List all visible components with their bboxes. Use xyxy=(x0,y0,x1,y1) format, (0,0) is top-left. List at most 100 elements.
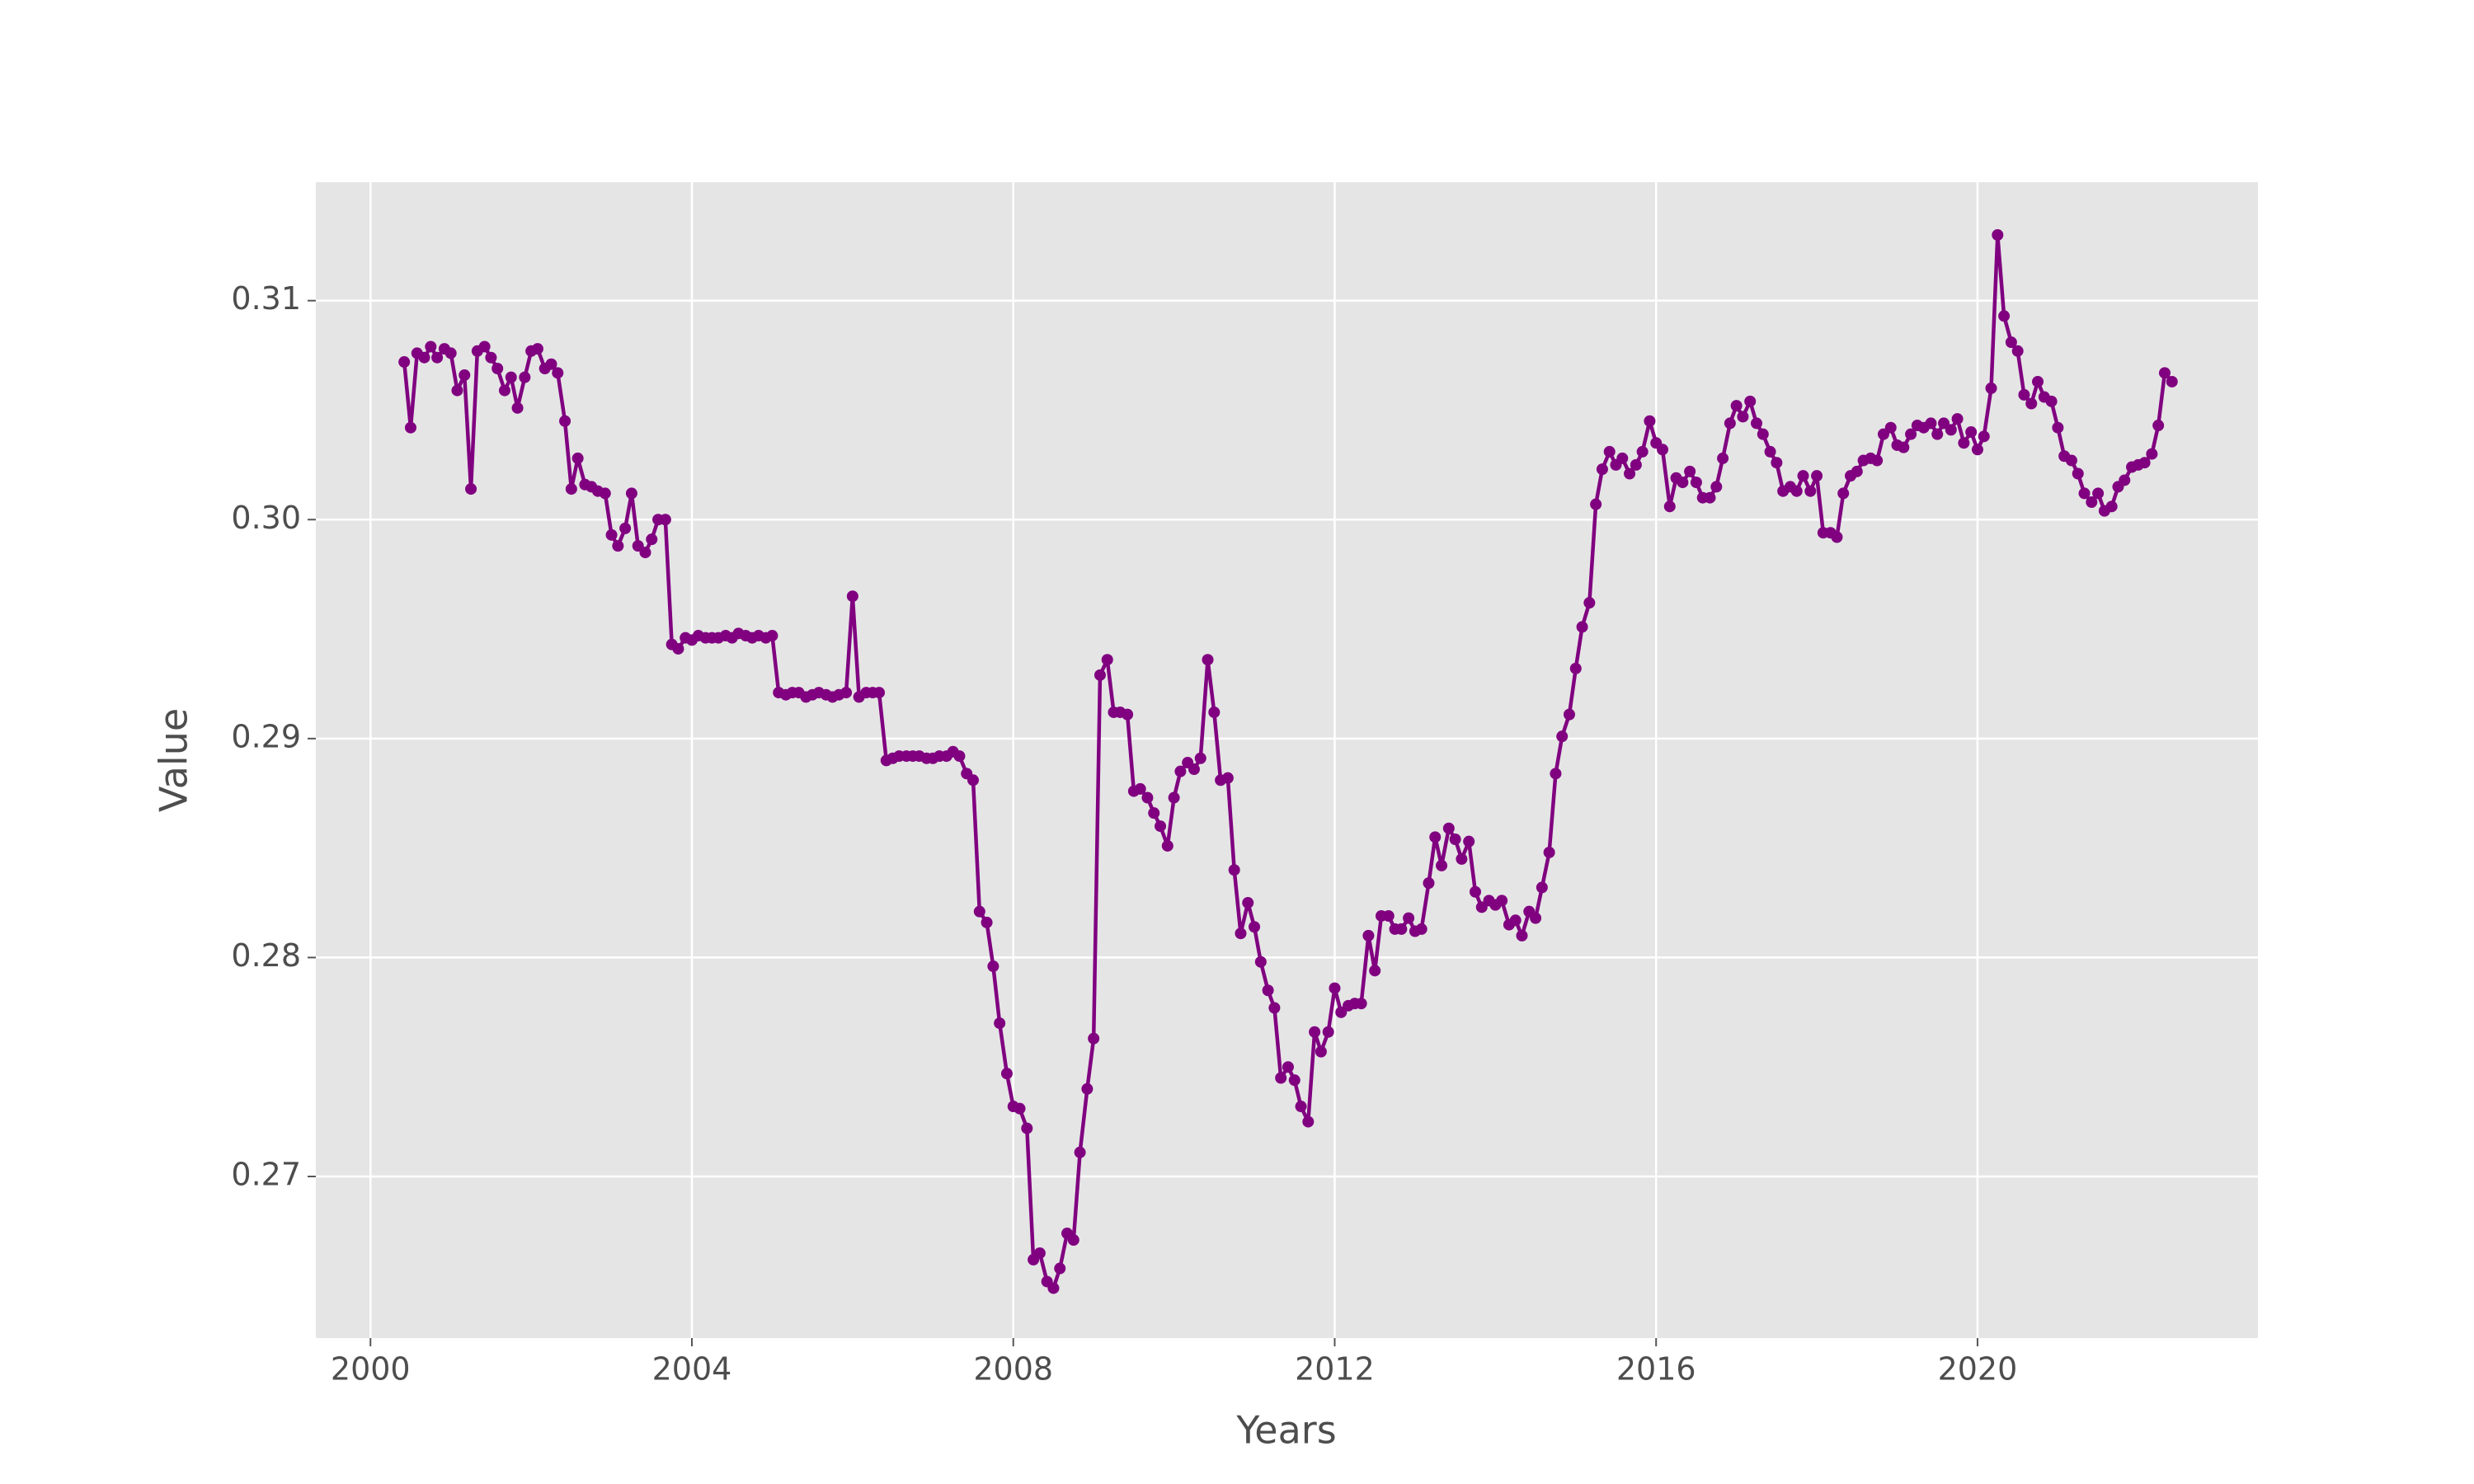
point xyxy=(1254,956,1267,968)
point xyxy=(1141,791,1154,804)
point xyxy=(1925,417,1937,430)
point xyxy=(2092,487,2105,500)
point xyxy=(1569,662,1582,674)
point xyxy=(1322,1026,1334,1038)
x-tick-label: 2008 xyxy=(973,1351,1053,1388)
point xyxy=(1710,481,1723,493)
point xyxy=(1262,984,1274,997)
point xyxy=(1590,498,1602,510)
point xyxy=(672,642,684,655)
point xyxy=(1971,444,1983,456)
point xyxy=(425,340,437,353)
point xyxy=(605,528,618,541)
y-tick-label: 0.31 xyxy=(231,280,301,317)
point xyxy=(2025,397,2038,410)
point xyxy=(1717,452,1729,464)
point xyxy=(1369,965,1381,977)
point xyxy=(1088,1032,1100,1045)
point xyxy=(1550,768,1562,780)
point xyxy=(1355,998,1367,1010)
point xyxy=(1636,445,1649,458)
point xyxy=(1067,1234,1079,1247)
point xyxy=(1122,708,1134,721)
point xyxy=(2011,345,2024,357)
point xyxy=(431,351,444,364)
point xyxy=(2152,420,2165,432)
point xyxy=(1403,912,1415,924)
plot-area xyxy=(316,182,2258,1338)
point xyxy=(1737,411,1749,423)
point xyxy=(1992,229,2004,242)
point xyxy=(1543,846,1555,858)
point xyxy=(451,384,463,397)
point xyxy=(1530,912,1542,924)
point xyxy=(987,960,999,973)
point xyxy=(973,905,985,918)
point xyxy=(1362,929,1375,942)
y-axis-label: Value xyxy=(152,708,196,812)
y-tick-label: 0.28 xyxy=(231,937,301,974)
point xyxy=(1415,923,1427,935)
point xyxy=(1945,424,1957,436)
point xyxy=(1804,485,1817,497)
point xyxy=(1033,1247,1046,1259)
point xyxy=(1677,477,1689,489)
point xyxy=(1074,1146,1086,1158)
y-tick-label: 0.29 xyxy=(231,718,301,754)
x-axis-label: Years xyxy=(1235,1408,1336,1453)
point xyxy=(565,483,577,495)
point xyxy=(846,590,858,603)
point xyxy=(1302,1115,1315,1128)
point xyxy=(1429,831,1442,843)
point xyxy=(1228,864,1240,876)
point xyxy=(1898,441,1910,453)
point xyxy=(2158,367,2171,379)
point xyxy=(1282,1061,1294,1073)
point xyxy=(619,522,632,534)
point xyxy=(1456,852,1468,865)
point xyxy=(873,687,886,699)
point xyxy=(1268,1002,1281,1014)
point xyxy=(1663,500,1676,513)
x-tick-label: 2012 xyxy=(1295,1351,1375,1388)
point xyxy=(1884,421,1897,434)
point xyxy=(1596,463,1608,476)
point xyxy=(1690,477,1702,489)
x-tick-label: 2004 xyxy=(652,1351,732,1388)
point xyxy=(492,363,504,375)
point xyxy=(1797,470,1809,482)
point xyxy=(2078,487,2091,500)
point xyxy=(2052,421,2064,434)
point xyxy=(981,916,993,928)
point xyxy=(994,1017,1006,1030)
point xyxy=(2032,375,2044,387)
point xyxy=(1423,877,1435,890)
point xyxy=(1751,417,1763,430)
point xyxy=(1509,914,1522,927)
point xyxy=(1188,763,1200,776)
point xyxy=(2105,500,2118,513)
point xyxy=(1021,1122,1033,1134)
point xyxy=(1757,428,1769,440)
point xyxy=(2086,496,2098,509)
y-tick-label: 0.30 xyxy=(231,500,301,536)
point xyxy=(1630,458,1642,471)
point xyxy=(1837,487,1850,500)
point xyxy=(625,487,637,500)
point xyxy=(1221,772,1234,784)
point xyxy=(2018,388,2030,401)
point xyxy=(2119,474,2131,486)
point xyxy=(1616,452,1629,464)
point xyxy=(1536,881,1548,894)
point xyxy=(1161,839,1174,852)
point xyxy=(1764,445,1776,458)
point xyxy=(840,687,853,699)
point xyxy=(2005,336,2017,349)
point xyxy=(511,402,524,414)
point xyxy=(1556,730,1569,743)
point xyxy=(1202,654,1214,666)
point xyxy=(1208,706,1221,718)
point xyxy=(1054,1262,1066,1275)
point xyxy=(465,483,477,495)
